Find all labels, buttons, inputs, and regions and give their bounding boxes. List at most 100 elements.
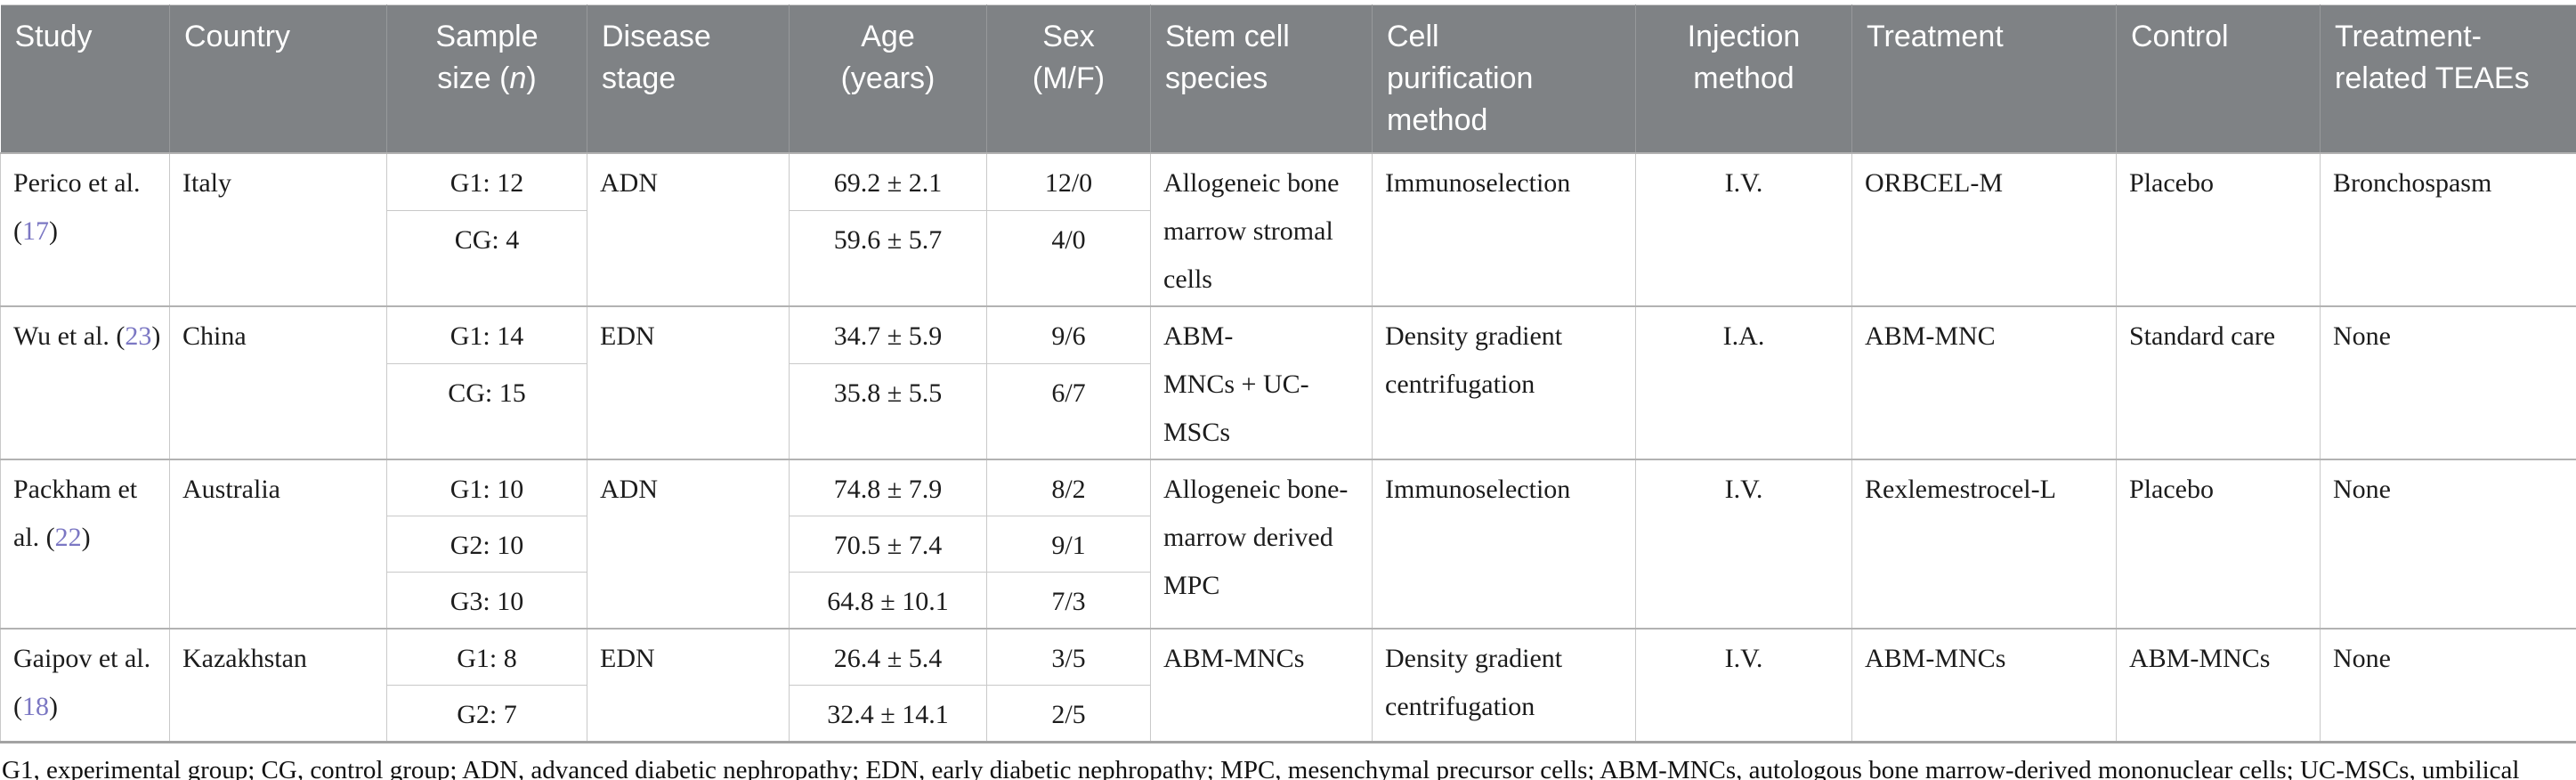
cell-teaes: None <box>2320 458 2576 630</box>
table-row: Wu et al. (23) China G1: 14 EDN 34.7 ± 5… <box>0 305 2576 460</box>
cell-age: 70.5 ± 7.4 <box>789 515 987 573</box>
cell-sex: 2/5 <box>986 685 1151 743</box>
header-line: Sample <box>435 20 539 53</box>
cell-country: China <box>169 305 387 460</box>
col-header-country: Country <box>169 4 387 154</box>
cell-treatment: ABM-MNC <box>1851 305 2117 460</box>
col-header-sample-size: Sample size (n) <box>386 4 587 154</box>
col-header-sex: Sex (M/F) <box>986 4 1151 154</box>
header-line: Cell <box>1387 20 1439 53</box>
cell-disease-stage: EDN <box>587 305 790 460</box>
reference-link[interactable]: 17 <box>22 215 49 246</box>
header-line: (M/F) <box>1032 61 1106 95</box>
cell-injection: I.A. <box>1635 305 1852 460</box>
cell-disease-stage: ADN <box>587 151 790 307</box>
cell-purification: Density gradient centrifugation <box>1372 305 1636 460</box>
cell-species: Allogeneic bone marrow stromal cells <box>1150 151 1373 307</box>
cell-study: Wu et al. (23) <box>0 305 170 460</box>
cell-sample-size: G2: 7 <box>386 685 587 743</box>
cell-teaes: None <box>2320 628 2576 743</box>
cell-control: Placebo <box>2116 458 2321 630</box>
cell-injection: I.V. <box>1635 151 1852 307</box>
cell-teaes: Bronchospasm <box>2320 151 2576 307</box>
header-line: method <box>1693 61 1794 95</box>
cell-treatment: ABM-MNCs <box>1851 628 2117 743</box>
header-line: Treatment <box>1867 20 2004 53</box>
header-line: stage <box>602 61 676 95</box>
cell-sex: 9/1 <box>986 515 1151 573</box>
cell-sample-size: G1: 8 <box>386 628 587 687</box>
table-row: Perico et al. (17) Italy G1: 12 ADN 69.2… <box>0 151 2576 307</box>
cell-age: 64.8 ± 10.1 <box>789 571 987 630</box>
col-header-purification: Cell purification method <box>1372 4 1636 154</box>
cell-sample-size: G3: 10 <box>386 571 587 630</box>
col-header-age: Age (years) <box>789 4 987 154</box>
cell-species: ABM- MNCs + UC- MSCs <box>1150 305 1373 460</box>
cell-study: Perico et al. (17) <box>0 151 170 307</box>
cell-country: Kazakhstan <box>169 628 387 743</box>
cell-sex: 12/0 <box>986 151 1151 212</box>
cell-treatment: Rexlemestrocel-L <box>1851 458 2117 630</box>
footnote: G1, experimental group; CG, control grou… <box>2 756 2520 780</box>
cell-teaes: None <box>2320 305 2576 460</box>
cell-study: Packham et al. (22) <box>0 458 170 630</box>
cell-injection: I.V. <box>1635 628 1852 743</box>
header-line: (years) <box>840 61 936 95</box>
header-line: Country <box>184 20 291 53</box>
cell-age: 59.6 ± 5.7 <box>789 210 987 307</box>
cell-disease-stage: EDN <box>587 628 790 743</box>
header-line: Treatment- <box>2335 20 2483 53</box>
reference-link[interactable]: 18 <box>22 692 49 722</box>
header-line: Sex <box>1042 20 1095 53</box>
col-header-control: Control <box>2116 4 2321 154</box>
cell-purification: Immunoselection <box>1372 151 1636 307</box>
cell-sex: 4/0 <box>986 210 1151 307</box>
col-header-disease-stage: Disease stage <box>587 4 790 154</box>
cell-study: Gaipov et al. (18) <box>0 628 170 743</box>
col-header-teaes: Treatment- related TEAEs <box>2320 4 2576 154</box>
reference-link[interactable]: 22 <box>54 522 82 552</box>
cell-sex: 6/7 <box>986 363 1151 460</box>
studies-table: Study Country Sample size (n) Disease st… <box>0 4 2576 744</box>
cell-age: 74.8 ± 7.9 <box>789 458 987 516</box>
header-line: Age <box>861 20 915 53</box>
cell-sample-size: CG: 15 <box>386 363 587 460</box>
cell-sample-size: G1: 14 <box>386 305 587 365</box>
cell-sample-size: G2: 10 <box>386 515 587 573</box>
table-subrow: CG: 15 35.8 ± 5.5 6/7 <box>1 363 2576 460</box>
col-header-injection: Injection method <box>1635 4 1852 154</box>
cell-purification: Density gradient centrifugation <box>1372 628 1636 743</box>
table-row: Packham et al. (22) Australia G1: 10 ADN… <box>0 458 2576 630</box>
header-line: method <box>1387 102 1488 137</box>
col-header-species: Stem cell species <box>1150 4 1373 154</box>
cell-sex: 3/5 <box>986 628 1151 687</box>
col-header-treatment: Treatment <box>1851 4 2117 154</box>
table-subrow: G2: 7 32.4 ± 14.1 2/5 <box>1 685 2576 743</box>
header-line: purification <box>1387 61 1534 95</box>
header-line: Disease <box>602 20 711 53</box>
italic-n: n <box>509 61 527 95</box>
cell-sex: 7/3 <box>986 571 1151 630</box>
header-row: Study Country Sample size (n) Disease st… <box>0 4 2576 154</box>
cell-control: ABM-MNCs <box>2116 628 2321 743</box>
cell-sex: 8/2 <box>986 458 1151 516</box>
cell-country: Italy <box>169 151 387 307</box>
cell-sex: 9/6 <box>986 305 1151 365</box>
cell-age: 34.7 ± 5.9 <box>789 305 987 365</box>
col-header-study: Study <box>0 4 170 154</box>
cell-sample-size: CG: 4 <box>386 210 587 307</box>
header-line: Injection <box>1687 20 1801 53</box>
reference-link[interactable]: 23 <box>125 321 152 351</box>
cell-age: 26.4 ± 5.4 <box>789 628 987 687</box>
table-subrow: CG: 4 59.6 ± 5.7 4/0 <box>1 210 2576 307</box>
cell-sample-size: G1: 10 <box>386 458 587 516</box>
cell-species: ABM-MNCs <box>1150 628 1373 743</box>
header-line: related TEAEs <box>2335 61 2530 95</box>
cell-age: 32.4 ± 14.1 <box>789 685 987 743</box>
cell-age: 69.2 ± 2.1 <box>789 151 987 212</box>
table-row: Gaipov et al. (18) Kazakhstan G1: 8 EDN … <box>0 628 2576 743</box>
cell-disease-stage: ADN <box>587 458 790 630</box>
table-subrow: G3: 10 64.8 ± 10.1 7/3 <box>1 571 2576 630</box>
cell-country: Australia <box>169 458 387 630</box>
header-line: Study <box>14 20 93 53</box>
